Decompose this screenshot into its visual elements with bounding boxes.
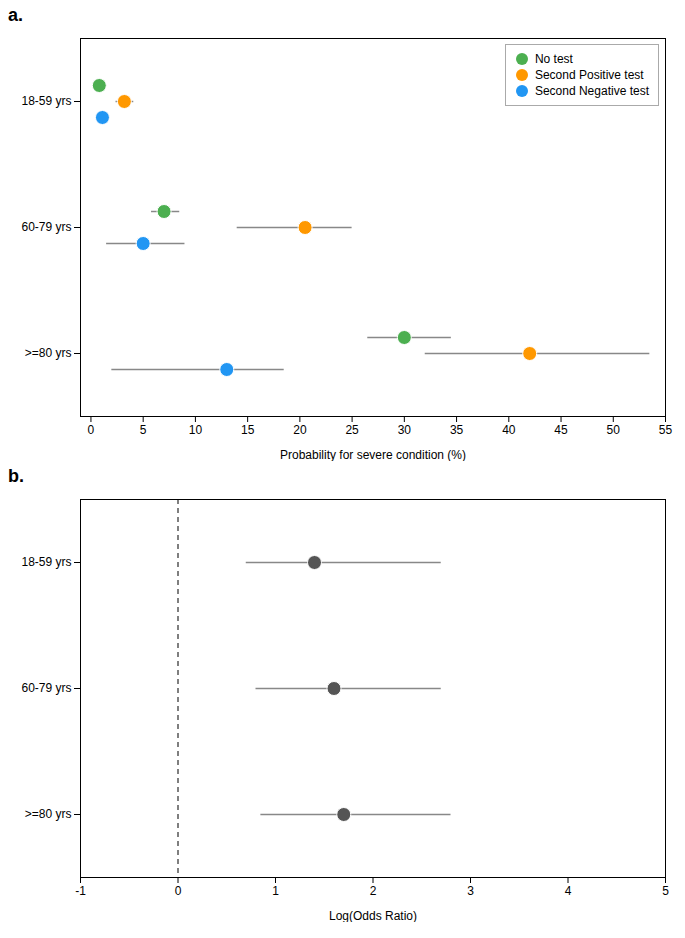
- svg-text:50: 50: [607, 423, 621, 437]
- html-text:a.: a.: [8, 5, 23, 25]
- svg-text:60-79 yrs: 60-79 yrs: [21, 681, 71, 695]
- svg-text:18-59 yrs: 18-59 yrs: [21, 555, 71, 569]
- svg-text:18-59 yrs: 18-59 yrs: [21, 94, 71, 108]
- svg-text:15: 15: [241, 423, 255, 437]
- svg-text:60-79 yrs: 60-79 yrs: [21, 220, 71, 234]
- svg-text:>=80 yrs: >=80 yrs: [25, 807, 72, 821]
- svg-text:45: 45: [554, 423, 568, 437]
- svg-text:25: 25: [345, 423, 359, 437]
- svg-text:>=80 yrs: >=80 yrs: [25, 346, 72, 360]
- svg-text:55: 55: [659, 423, 673, 437]
- svg-text:5: 5: [140, 423, 147, 437]
- svg-text:0: 0: [175, 884, 182, 898]
- svg-text:2: 2: [370, 884, 377, 898]
- svg-text:Probability for severe conditi: Probability for severe condition (%): [280, 448, 466, 462]
- html-text:b.: b.: [8, 466, 24, 486]
- html-text:Second Negative test: Second Negative test: [534, 84, 649, 98]
- svg-text:30: 30: [398, 423, 412, 437]
- svg-text:Log(Odds Ratio): Log(Odds Ratio): [329, 909, 417, 923]
- svg-text:0: 0: [88, 423, 95, 437]
- svg-text:40: 40: [502, 423, 516, 437]
- svg-text:3: 3: [467, 884, 474, 898]
- svg-text:20: 20: [293, 423, 307, 437]
- svg-text:4: 4: [565, 884, 572, 898]
- svg-text:35: 35: [450, 423, 464, 437]
- svg-text:-1: -1: [75, 884, 86, 898]
- html-text:No test: No test: [534, 52, 573, 66]
- svg-text:10: 10: [189, 423, 203, 437]
- svg-text:1: 1: [272, 884, 279, 898]
- svg-text:5: 5: [662, 884, 669, 898]
- html-text:Second Positive test: Second Positive test: [534, 68, 644, 82]
